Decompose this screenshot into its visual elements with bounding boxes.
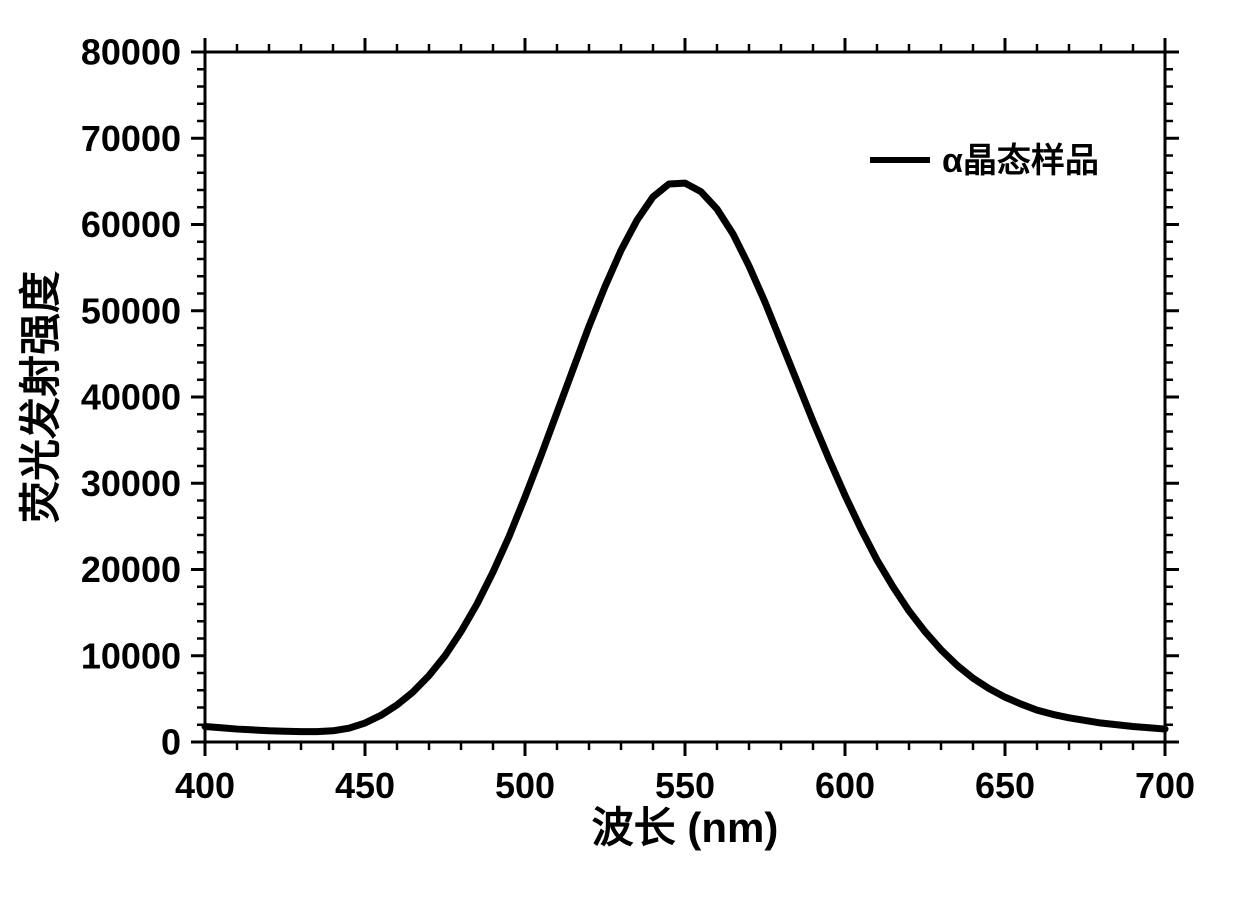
chart-svg: 400 450 500 550 600 650 700 0 10000 20000 30000 400… [0,0,1240,901]
legend-label: α晶态样品 [942,142,1099,180]
x-tick-label: 400 [175,765,235,806]
x-tick-label: 450 [335,765,395,806]
y-tick-label: 40000 [81,377,181,418]
x-tick-label: 600 [815,765,875,806]
series-line [205,183,1165,732]
x-tick-label: 550 [655,765,715,806]
x-tick-label: 700 [1135,765,1195,806]
y-tick-label: 20000 [81,549,181,590]
y-tick-label: 0 [161,722,181,763]
y-tick-label: 30000 [81,463,181,504]
y-tick-label: 10000 [81,635,181,676]
x-tick-label: 650 [975,765,1035,806]
y-axis-label: 荧光发射强度 [17,271,64,523]
y-tick-label: 50000 [81,290,181,331]
y-tick-label: 80000 [81,32,181,73]
x-axis-label: 波长 (nm) [592,804,779,851]
chart-container: 400 450 500 550 600 650 700 0 10000 20000 30000 400… [0,0,1240,901]
x-tick-label: 500 [495,765,555,806]
y-tick-label: 60000 [81,204,181,245]
y-tick-label: 70000 [81,118,181,159]
